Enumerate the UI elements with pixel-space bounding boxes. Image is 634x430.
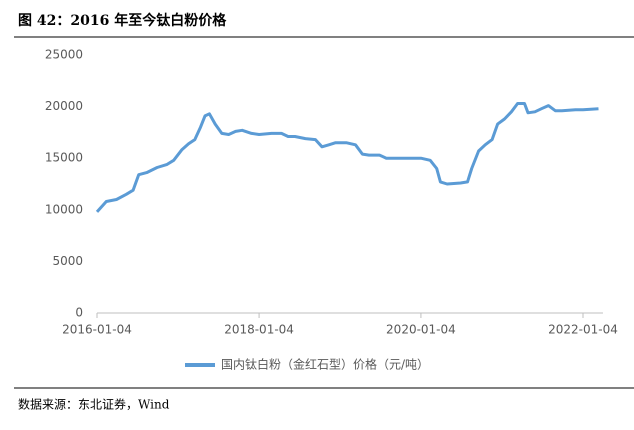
- x-tick-label: 2022-01-04: [548, 323, 618, 337]
- y-tick-label: 25000: [45, 48, 83, 62]
- source: 数据来源：东北证券，Wind: [18, 397, 170, 412]
- y-tick-label: 15000: [45, 151, 83, 165]
- y-tick-label: 0: [75, 306, 83, 320]
- y-tick-label: 5000: [52, 254, 83, 268]
- series-line: [95, 102, 599, 213]
- x-tick-label: 2020-01-04: [386, 323, 456, 337]
- x-tick-label: 2016-01-04: [62, 323, 132, 337]
- y-tick-label: 10000: [45, 202, 83, 216]
- y-tick-label: 20000: [45, 99, 83, 113]
- chart-title: 图 42：2016 年至今钛白粉价格: [18, 12, 227, 29]
- legend-label: 国内钛白粉（金红石型）价格（元/吨）: [221, 357, 429, 372]
- x-tick-label: 2018-01-04: [224, 323, 294, 337]
